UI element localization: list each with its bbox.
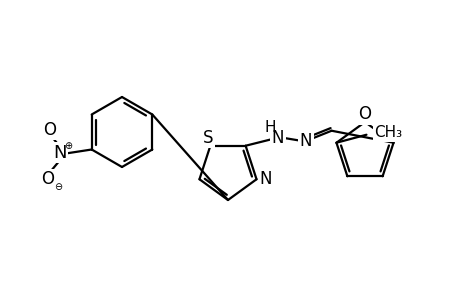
Text: ⊕: ⊕ (63, 140, 72, 151)
Text: O: O (43, 121, 56, 139)
Text: N: N (299, 132, 311, 150)
Text: N: N (259, 170, 271, 188)
Text: N: N (271, 129, 283, 147)
Text: N: N (53, 143, 66, 161)
Text: O: O (358, 105, 371, 123)
Text: O: O (41, 170, 54, 188)
Text: CH₃: CH₃ (374, 125, 402, 140)
Text: H: H (264, 120, 276, 135)
Text: ⊖: ⊖ (54, 182, 62, 191)
Text: S: S (203, 129, 213, 147)
